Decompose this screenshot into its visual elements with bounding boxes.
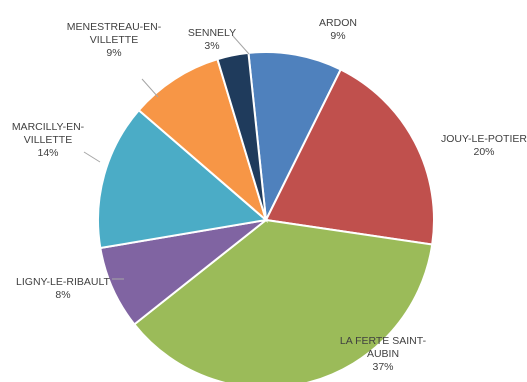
leader-line-sennely	[232, 35, 250, 55]
slice-value: 8%	[55, 289, 70, 301]
slice-label-menestreau-en-villette: MENESTREAU-EN-VILLETTE 9%	[67, 21, 162, 59]
slice-name-line: MENESTREAU-EN-	[67, 21, 162, 33]
slice-name-line: LIGNY-LE-RIBAULT	[16, 276, 111, 288]
slice-value: 9%	[330, 30, 345, 42]
slice-name-line: AUBIN	[367, 348, 399, 360]
slice-value: 14%	[37, 147, 58, 159]
pie-slice-ardon	[247, 51, 343, 224]
slice-label-ligny-le-ribault: LIGNY-LE-RIBAULT 8%	[16, 276, 111, 301]
slice-label-sennely: SENNELY 3%	[188, 27, 236, 52]
pie-slice-jouy-le-potier	[264, 68, 435, 246]
slice-value: 9%	[106, 47, 121, 59]
slice-name-line: VILLETTE	[24, 134, 72, 146]
pie-slices	[97, 51, 435, 382]
slice-value: 3%	[204, 40, 219, 52]
slice-label-la-ferte-saint-aubin: LA FERTE SAINT-AUBIN 37%	[340, 335, 427, 373]
slice-name-line: MARCILLY-EN-	[12, 121, 85, 133]
slice-label-marcilly-en-villette: MARCILLY-EN-VILLETTE 14%	[12, 121, 85, 159]
leader-line-menestreau-en-villette	[141, 78, 159, 98]
slice-value: 20%	[473, 146, 494, 158]
slice-label-ardon: ARDON 9%	[319, 17, 357, 42]
slice-name-line: VILLETTE	[90, 34, 138, 46]
slice-name-line: JOUY-LE-POTIER	[441, 133, 527, 145]
slice-labels: ARDON 9%JOUY-LE-POTIER 20%LA FERTE SAINT-A…	[12, 17, 527, 373]
slice-value: 37%	[372, 361, 393, 373]
slice-name-line: SENNELY	[188, 27, 236, 39]
slice-name-line: ARDON	[319, 17, 357, 29]
slice-label-jouy-le-potier: JOUY-LE-POTIER 20%	[441, 133, 527, 158]
pie-slice-la-ferte-saint-aubin	[132, 218, 434, 382]
pie-slice-marcilly-en-villette	[97, 108, 269, 250]
slice-name-line: LA FERTE SAINT-	[340, 335, 427, 347]
pie-slice-menestreau-en-villette	[137, 57, 268, 224]
leader-line-marcilly-en-villette	[83, 151, 101, 163]
leader-lines	[83, 35, 250, 280]
